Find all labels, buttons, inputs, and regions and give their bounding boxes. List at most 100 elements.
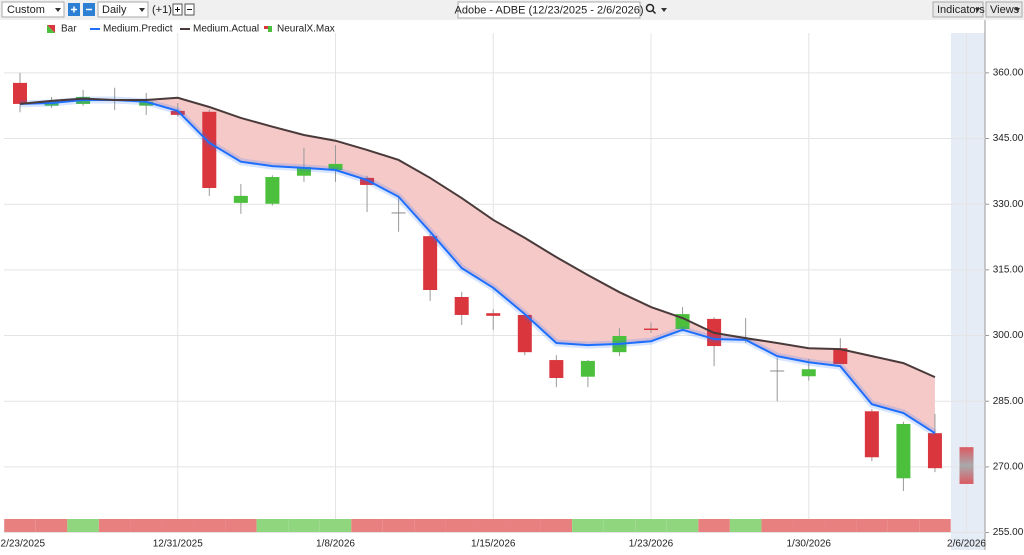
legend-icon	[268, 26, 272, 32]
dropdown-arrow	[975, 8, 980, 12]
signal-segment	[540, 519, 573, 532]
legend-label: Bar	[61, 24, 77, 35]
signal-segment	[919, 519, 951, 532]
signal-segment	[67, 519, 99, 532]
signal-segment	[4, 519, 36, 532]
offset-text: (+1)	[152, 4, 172, 16]
dropdown-arrow	[139, 8, 145, 12]
x-tick-label: 1/30/2026	[787, 539, 832, 550]
signal-segment	[225, 519, 257, 532]
candle-body	[896, 423, 911, 479]
plus-icon	[175, 7, 180, 12]
indicators-text: Indicators	[937, 4, 985, 16]
signal-segment	[288, 519, 320, 532]
candle-body	[644, 328, 658, 331]
views-button[interactable]	[985, 1, 1023, 18]
signal-segment	[666, 519, 699, 532]
signal-segment	[887, 519, 920, 532]
interval-text: Custom	[7, 4, 45, 16]
signal-segment	[603, 519, 636, 532]
signal-segment	[98, 519, 131, 532]
dropdown-arrow	[1015, 8, 1020, 12]
forecast-box	[959, 447, 974, 484]
symbol-title: Adobe - ADBE (12/23/2025 - 2/6/2026)	[455, 4, 644, 16]
candle-body	[486, 313, 501, 316]
x-tick-label: 12/31/2025	[153, 539, 203, 550]
legend-label: Medium.Actual	[193, 24, 259, 35]
signal-segment	[382, 519, 415, 532]
signal-segment	[161, 519, 194, 532]
signal-segment	[193, 519, 226, 532]
candle-body	[549, 360, 564, 379]
candle-body	[170, 110, 185, 115]
candle-body	[233, 195, 248, 203]
candle-body	[139, 101, 154, 106]
y-tick-label: 255.00	[993, 527, 1024, 538]
signal-segment	[351, 519, 383, 532]
spread-area	[20, 97, 935, 434]
candle-body	[360, 177, 375, 185]
candle-body	[454, 297, 469, 315]
x-tick-label: 1/23/2026	[629, 539, 674, 550]
dropdown-arrow	[661, 8, 667, 12]
candle-body	[801, 369, 816, 377]
candle-body	[13, 82, 27, 104]
candle-body	[423, 236, 438, 291]
search-icon[interactable]	[645, 3, 655, 13]
search-handle	[651, 9, 657, 15]
candle-body	[927, 433, 942, 469]
legend: Bar Medium.Predict Medium.Actual NeuralX…	[47, 24, 335, 35]
period-text: Daily	[102, 4, 127, 16]
y-tick-label: 285.00	[993, 396, 1024, 407]
signal-segment	[856, 519, 888, 532]
candle-body	[864, 411, 879, 458]
plus-icon	[71, 6, 77, 13]
candle-body	[517, 314, 532, 353]
signal-segment	[792, 519, 825, 532]
legend-icon	[264, 26, 268, 29]
predict-line	[19, 98, 936, 435]
x-tick-label: 1/8/2026	[316, 539, 355, 550]
candle-body	[265, 177, 280, 204]
signal-segment	[256, 519, 289, 532]
candle-body	[296, 166, 311, 176]
legend-icon	[47, 25, 55, 33]
plot: 255.00 270.00 285.00 300.00 315.00 330.00 345.…	[0, 33, 1024, 550]
candle-body	[202, 111, 217, 188]
signal-segment	[824, 519, 857, 532]
toolbar: Custom Daily (+1) Adobe - ADBE (12/23/20…	[0, 0, 1024, 20]
legend-label: Medium.Predict	[103, 24, 173, 35]
interval-dropdown[interactable]	[1, 1, 65, 18]
signal-segment	[635, 519, 667, 532]
x-tick-label: 2/6/2026	[947, 539, 986, 550]
candle-body	[580, 360, 595, 377]
y-tick-label: 270.00	[993, 462, 1024, 473]
candle-body	[833, 348, 848, 364]
actual-line	[19, 96, 936, 379]
signal-segment	[130, 519, 162, 532]
signal-segment	[729, 519, 762, 532]
period-dropdown[interactable]	[97, 1, 149, 18]
candle-body	[328, 163, 343, 171]
y-tick-label: 345.00	[993, 133, 1024, 144]
dropdown-arrow	[55, 8, 61, 12]
signal-segment	[477, 519, 510, 532]
x-tick-label: 12/23/2025	[0, 539, 45, 550]
signal-segment	[572, 519, 604, 532]
x-tick-label: 1/15/2026	[471, 539, 516, 550]
y-tick-label: 330.00	[993, 199, 1024, 210]
signal-segment	[414, 519, 446, 532]
y-tick-label: 300.00	[993, 330, 1024, 341]
indicators-button[interactable]	[932, 1, 984, 18]
y-tick-label: 315.00	[993, 265, 1024, 276]
signal-segment	[319, 519, 352, 532]
y-tick-label: 360.00	[993, 67, 1024, 78]
signal-segment	[761, 519, 793, 532]
legend-label: NeuralX.Max	[277, 24, 335, 35]
views-text: Views	[990, 4, 1020, 16]
symbol-box[interactable]	[457, 1, 641, 19]
signal-segment	[445, 519, 478, 532]
signal-segment	[509, 519, 541, 532]
